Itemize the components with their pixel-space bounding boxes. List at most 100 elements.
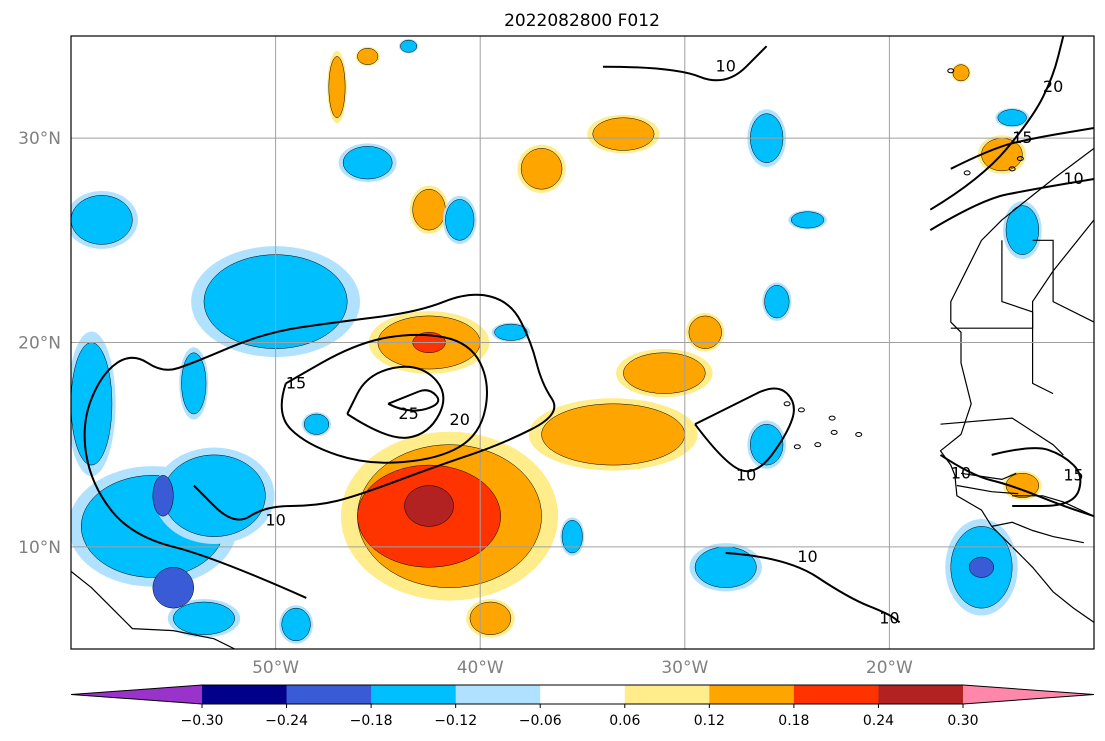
contour-line-10: [929, 178, 1094, 231]
island: [797, 407, 805, 413]
contour-label: 10: [797, 547, 817, 566]
shade-region: [162, 454, 266, 537]
colorbar-extend-low: [71, 685, 202, 704]
shade-region: [357, 48, 379, 65]
shade-region: [623, 352, 706, 394]
contour-line-15: [280, 333, 488, 464]
shade-region: [952, 64, 970, 82]
island: [1016, 156, 1024, 162]
colorbar-tick-label: 0.24: [863, 713, 894, 729]
coastline: [939, 147, 1094, 623]
contour-line-20: [929, 36, 1065, 211]
coastline: [991, 521, 1084, 544]
colorbar-bin: [286, 685, 372, 704]
contour-line-10: [694, 387, 795, 473]
colorbar-bin: [540, 685, 626, 704]
contour-line-15: [991, 447, 1082, 507]
shade-region: [750, 423, 784, 466]
shade-region: [1005, 473, 1040, 499]
shade-region: [412, 189, 446, 231]
colorbar: −0.30 −0.24 −0.18 −0.12 −0.06 0.06 0.12 0.18 0.2…: [70, 684, 1095, 729]
colorbar-bin: [202, 685, 288, 704]
colorbar-bin: [371, 685, 457, 704]
shade-region: [494, 323, 528, 341]
island: [1008, 166, 1016, 172]
colorbar-extend-high: [963, 685, 1094, 704]
shade-region: [1005, 205, 1040, 255]
y-tick-label: 30°N: [18, 129, 61, 149]
shade-region: [152, 475, 174, 517]
shade-region: [71, 342, 113, 466]
colorbar-tick-label: −0.06: [519, 713, 562, 729]
contour-label: 10: [951, 463, 971, 482]
coastlines: [71, 68, 1094, 649]
contour-label: 20: [1043, 77, 1063, 96]
shade-region: [303, 413, 330, 435]
chart-title: 2022082800 F012: [504, 11, 660, 31]
contour-line-10: [602, 45, 768, 82]
colorbar-tick-label: 0.30: [947, 713, 978, 729]
coastline: [940, 417, 1064, 456]
island: [830, 429, 838, 435]
contour-label: 10: [736, 465, 756, 484]
shade-region: [764, 285, 790, 319]
coastline: [950, 219, 1094, 329]
colorbar-bin: [878, 685, 964, 704]
y-tick-label: 20°N: [18, 334, 61, 354]
y-axis-ticks: 10°N 20°N 30°N: [18, 129, 61, 558]
shade-region: [688, 315, 722, 349]
colorbar-tick-label: −0.30: [181, 713, 224, 729]
contour-label: 10: [879, 608, 899, 627]
contour-line-15: [950, 127, 1094, 170]
shade-region: [152, 567, 195, 609]
island: [828, 415, 836, 421]
contour-label: 10: [1063, 169, 1083, 188]
x-tick-label: 30°W: [661, 658, 708, 678]
x-axis-ticks: 50°W 40°W 30°W 20°W: [252, 658, 913, 678]
shade-region: [342, 146, 393, 180]
colorbar-bin: [793, 685, 879, 704]
contour-labels: 10 15 20 25 10 10 10 10 20 15 10 15 10: [265, 57, 1083, 628]
colorbar-tick-label: 0.18: [778, 713, 809, 729]
x-tick-label: 40°W: [457, 658, 504, 678]
x-tick-label: 20°W: [866, 658, 913, 678]
shade-region: [400, 39, 418, 53]
contour-label: 10: [265, 510, 285, 529]
shade-region: [997, 109, 1027, 127]
contour-label: 10: [716, 57, 736, 76]
contour-label: 15: [1063, 465, 1083, 484]
colorbar-bin: [709, 685, 795, 704]
contour-line-20: [346, 365, 445, 439]
contour-line-25: [387, 389, 440, 412]
shade-region: [404, 485, 454, 527]
shade-region: [520, 148, 563, 190]
colorbar-tick-label: −0.18: [350, 713, 393, 729]
island: [793, 444, 801, 450]
island: [947, 68, 955, 74]
colorbar-tick-label: 0.12: [694, 713, 725, 729]
shade-region: [181, 352, 207, 415]
contour-line-10: [939, 454, 1094, 518]
x-tick-label: 50°W: [252, 658, 299, 678]
island: [855, 431, 863, 437]
island: [783, 401, 791, 407]
shade-region: [541, 403, 686, 466]
colorbar-bin: [455, 685, 541, 704]
contour-label: 20: [450, 410, 470, 429]
shade-region: [173, 601, 235, 635]
shade-region: [561, 520, 583, 554]
island: [963, 170, 971, 176]
colorbar-tick-label: 0.06: [609, 713, 640, 729]
shade-region: [71, 195, 133, 245]
coastline: [1012, 495, 1094, 517]
shade-region: [968, 556, 994, 578]
coastline: [71, 570, 235, 649]
shade-region: [592, 117, 655, 151]
colorbar-tick-label: −0.24: [265, 713, 308, 729]
contour-label: 25: [398, 404, 418, 423]
y-tick-label: 10°N: [18, 538, 61, 558]
shade-region: [328, 56, 346, 118]
contour-label: 15: [1012, 128, 1032, 147]
plot-frame: [70, 35, 1095, 650]
